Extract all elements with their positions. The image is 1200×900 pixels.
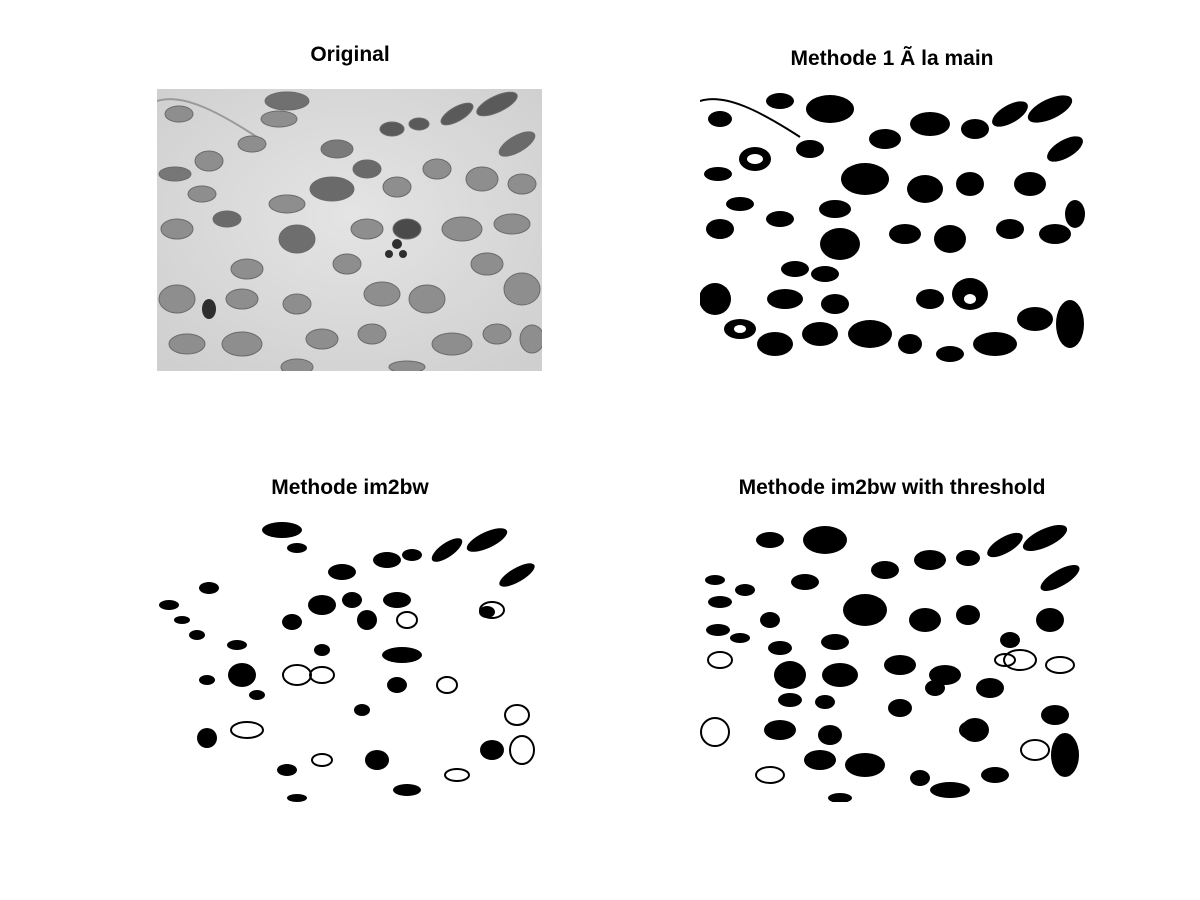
binary-mask-manual-graphic	[700, 89, 1085, 371]
original-image-graphic	[157, 89, 542, 371]
panel-title-method-im2bw-threshold: Methode im2bw with threshold	[738, 476, 1046, 499]
binary-mask-im2bw-threshold	[700, 520, 1085, 802]
panel-title-method-im2bw: Methode im2bw	[271, 476, 429, 499]
binary-mask-im2bw-threshold-graphic	[700, 520, 1085, 802]
panel-title-original: Original	[310, 43, 390, 66]
panel-title-method-manual: Methode 1 Ã la main	[790, 47, 994, 70]
original-image	[157, 89, 542, 371]
binary-mask-im2bw-graphic	[157, 520, 542, 802]
binary-mask-im2bw	[157, 520, 542, 802]
binary-mask-manual	[700, 89, 1085, 371]
